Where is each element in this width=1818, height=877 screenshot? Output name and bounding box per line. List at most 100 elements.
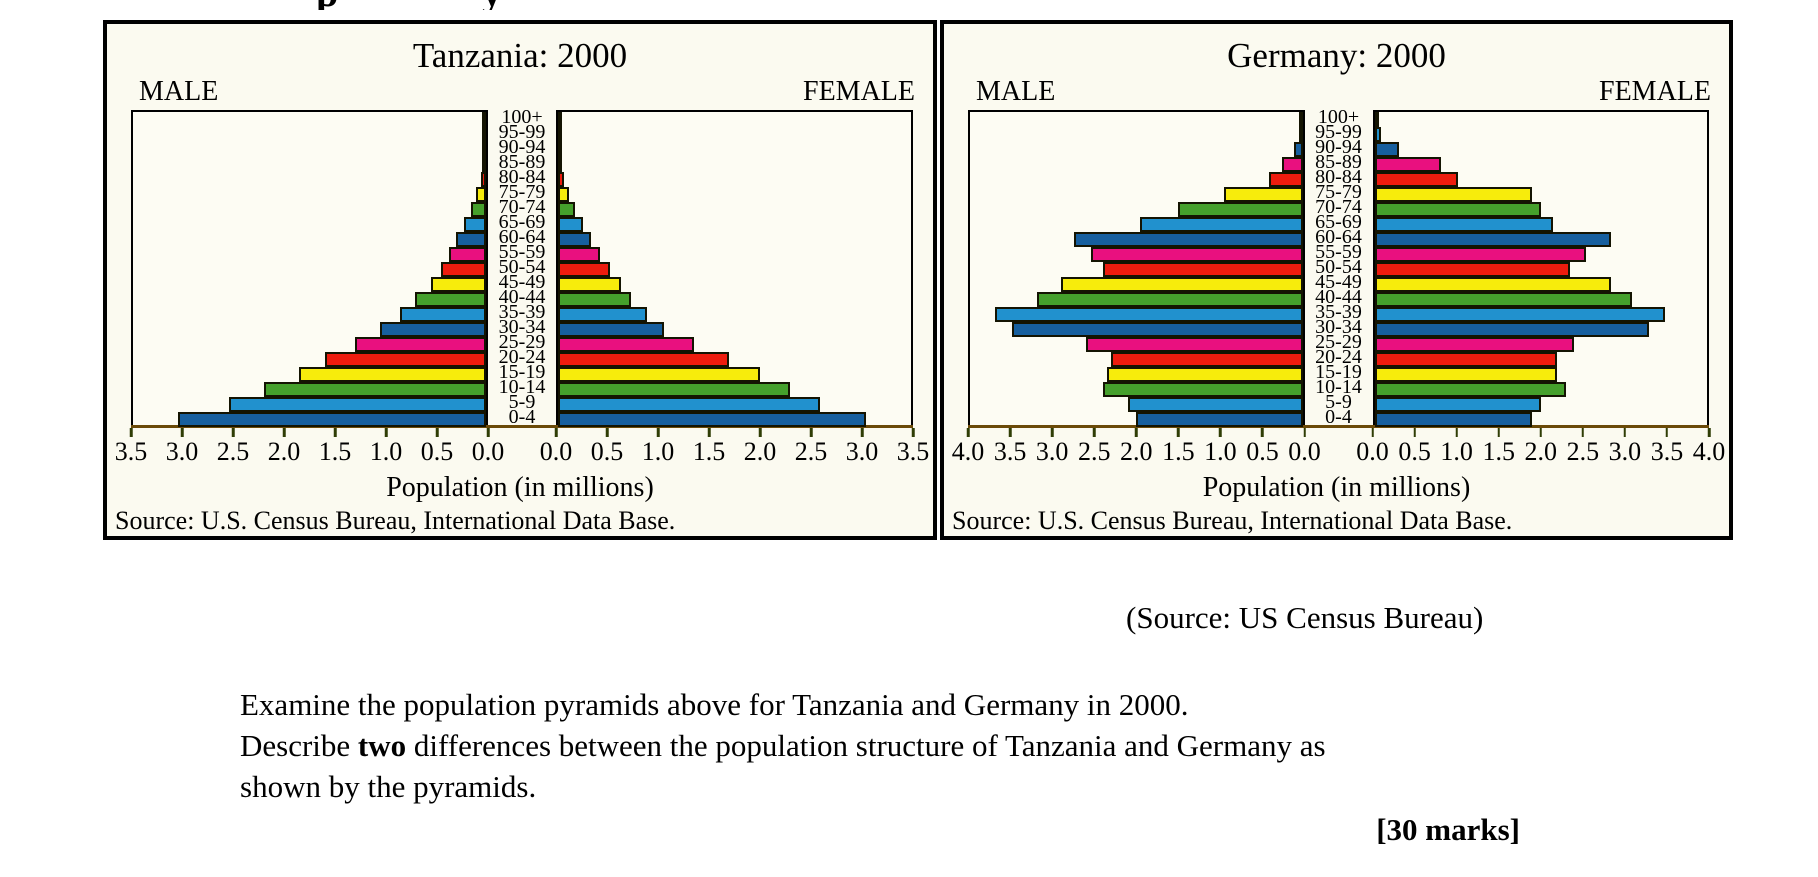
pyramid-row	[970, 367, 1303, 382]
axis-tick-label: 0.0	[471, 437, 505, 466]
age-group-label: 80-84	[498, 166, 546, 188]
pyramid-row	[558, 187, 911, 202]
pyramid-row	[1374, 397, 1708, 412]
axis-tick	[1707, 428, 1711, 437]
axis-tick	[486, 428, 490, 437]
pyramid-row	[558, 292, 911, 307]
bar-female-100+	[558, 112, 562, 127]
bar-male-45-49	[430, 277, 486, 292]
pyramid-row	[970, 262, 1303, 277]
axis-tick-label: 0.5	[420, 437, 454, 466]
age-group-label: 65-69	[498, 211, 546, 233]
age-group-label: 100+	[1317, 106, 1360, 128]
pyramid-row	[558, 247, 911, 262]
bar-female-15-19	[558, 367, 760, 382]
axis-tick-label: 4.0	[951, 437, 985, 466]
age-group-label: 20-24	[1315, 346, 1362, 368]
bar-male-30-34	[380, 322, 486, 337]
pyramid-row	[558, 352, 911, 367]
age-group-label: 45-49	[1315, 271, 1362, 293]
female-label: FEMALE	[803, 76, 915, 107]
axis-tick	[1665, 428, 1669, 437]
age-group-label: 35-39	[498, 301, 546, 323]
male-label: MALE	[976, 76, 1056, 107]
pyramid-row	[558, 367, 911, 382]
axis-tick-label: 0.5	[590, 437, 624, 466]
axis-tick	[1050, 428, 1054, 437]
axis-tick	[282, 428, 286, 437]
axis-tick	[1539, 428, 1542, 437]
axis-tick	[1623, 428, 1627, 437]
axis-tick-label: 4.0	[1692, 437, 1726, 466]
marks-label: [30 marks]	[1376, 812, 1520, 847]
bar-male-60-64	[1073, 232, 1303, 247]
bar-male-30-34	[1011, 322, 1303, 337]
bar-male-65-69	[463, 217, 486, 232]
axis-tick	[1413, 428, 1416, 437]
pyramid-row	[133, 217, 486, 232]
axis-tick	[1092, 428, 1096, 437]
axis-tick-label: 3.5	[896, 437, 930, 466]
question-line-2-prefix: Describe	[240, 728, 358, 763]
x-axis-title: Population (in millions)	[386, 472, 654, 503]
pyramid-row	[970, 142, 1303, 157]
axis-tick	[1497, 428, 1500, 437]
age-group-label: 70-74	[498, 196, 546, 218]
pyramid-row	[558, 322, 911, 337]
pyramid-row	[1374, 412, 1708, 427]
axis-tick-label: 3.5	[114, 437, 148, 466]
pyramid-row	[133, 277, 486, 292]
pyramid-row	[970, 172, 1303, 187]
pyramid-row	[1374, 232, 1708, 247]
bar-male-75-79	[1223, 187, 1303, 202]
tanzania-pyramid-panel: Tanzania: 2000 MALE FEMALE 100+ 95-99 90-9…	[103, 20, 937, 540]
bar-male-40-44	[415, 292, 486, 307]
pyramid-row	[970, 322, 1303, 337]
bar-female-50-54	[558, 262, 611, 277]
bar-female-30-34	[558, 322, 664, 337]
pyramid-row	[133, 157, 486, 172]
axis-tick-label: 1.0	[641, 437, 675, 466]
bar-female-50-54	[1374, 262, 1570, 277]
axis-tick-label: 3.0	[845, 437, 879, 466]
axis-tick	[1581, 428, 1585, 437]
pyramid-row	[558, 277, 911, 292]
bar-male-80-84	[1269, 172, 1303, 187]
pyramid-row	[133, 262, 486, 277]
age-group-label: 85-89	[1315, 151, 1362, 173]
cutoff-text-remnant: p y	[0, 0, 1818, 10]
axis-tick-label: 1.5	[692, 437, 726, 466]
pyramid-row	[970, 382, 1303, 397]
age-group-label: 25-29	[1315, 331, 1362, 353]
age-group-label: 40-44	[1315, 286, 1362, 308]
bar-female-5-9	[558, 397, 821, 412]
bar-male-20-24	[1111, 352, 1303, 367]
bar-male-10-14	[264, 382, 486, 397]
question-line-3: shown by the pyramids.	[240, 769, 537, 804]
axis-tick	[1261, 428, 1264, 437]
axis-tick-label: 3.0	[1608, 437, 1642, 466]
chart-source: Source: U.S. Census Bureau, Internationa…	[952, 506, 1513, 535]
axis-tick-label: 0.5	[1246, 437, 1279, 466]
male-plot	[968, 110, 1305, 427]
axis-tick	[435, 428, 439, 437]
axis-tick-label: 1.5	[1482, 437, 1515, 466]
pyramid-row	[970, 397, 1303, 412]
bar-female-70-74	[1374, 202, 1541, 217]
pyramid-row	[970, 217, 1303, 232]
pyramid-row	[558, 217, 911, 232]
bar-male-65-69	[1140, 217, 1303, 232]
bar-female-45-49	[558, 277, 621, 292]
bar-female-70-74	[558, 202, 576, 217]
bar-female-55-59	[558, 247, 601, 262]
axis-tick-label: 3.5	[1650, 437, 1684, 466]
bar-male-15-19	[1107, 367, 1303, 382]
age-group-label: 75-79	[1315, 181, 1362, 203]
axis-tick-label: 2.5	[1077, 437, 1111, 466]
female-axis: 0.0 0.5 1.0 1.5 2.0 2.5 3.0 3.5	[540, 428, 929, 472]
age-group-label: 95-99	[1315, 121, 1362, 143]
axis-tick	[707, 428, 711, 437]
question-line-1: Examine the population pyramids above fo…	[240, 687, 1189, 722]
age-group-label: 85-89	[498, 151, 546, 173]
pyramid-row	[970, 412, 1303, 427]
